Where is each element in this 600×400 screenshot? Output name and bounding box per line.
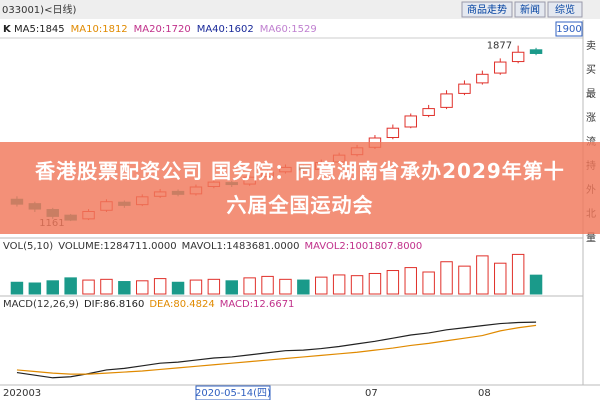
volume-bar [368, 272, 382, 295]
x-label: 202003 [3, 388, 41, 399]
headline-banner: 香港股票配资公司 国务院：同意湖南省承办2029年第十六届全国运动会 [0, 142, 600, 234]
ma-legend: MA5:1845 [14, 24, 65, 35]
tab-label[interactable]: 新闻 [520, 3, 540, 16]
volume-bar [64, 277, 77, 295]
side-label: 买 [586, 64, 596, 76]
macd-stat: DIF:86.8160 [84, 299, 144, 310]
price-box [555, 21, 583, 37]
volume-bar [350, 275, 364, 295]
tab-label[interactable]: 商品走势 [467, 3, 507, 16]
candle-body [422, 108, 435, 116]
candle-body [494, 61, 507, 74]
volume-bar [261, 275, 274, 295]
tab-label[interactable]: 综览 [555, 3, 575, 16]
candle-body [386, 127, 400, 139]
side-label: 最 [586, 88, 596, 100]
side-label: 卖 [586, 40, 596, 52]
volume-bar [46, 280, 59, 295]
macd-label: MACD(12,26,9) [3, 299, 79, 310]
macd-dif-line [16, 321, 537, 379]
price-box-label: 1900 [556, 24, 581, 35]
volume-bar [494, 262, 507, 295]
volume-bar [458, 265, 471, 295]
volume-bar [511, 253, 525, 295]
volume-bar [243, 277, 256, 295]
volume-bar [315, 276, 328, 295]
volume-bar [100, 278, 113, 295]
candle-body [529, 49, 543, 54]
volume-bar [153, 278, 167, 295]
candle-body [476, 73, 489, 84]
vol-label: VOL(5,10) [3, 241, 53, 252]
cursor-date-box [195, 385, 271, 400]
volume-bar [386, 270, 400, 295]
macd-stat: DEA:80.4824 [149, 299, 214, 310]
side-label: 量 [586, 232, 596, 244]
ma-legend: MA60:1529 [260, 24, 317, 35]
x-label: 2020-05-14(四) [195, 388, 271, 399]
window-title: 033001)<日线) [2, 3, 76, 16]
volume-bar [279, 278, 292, 295]
volume-bar [171, 281, 185, 295]
title-bar [0, 0, 600, 19]
tab[interactable] [514, 1, 546, 18]
volume-bar [404, 267, 417, 295]
volume-bar [118, 281, 131, 295]
volume-bar [10, 281, 24, 295]
tab[interactable] [547, 1, 583, 18]
volume-bar [297, 279, 310, 295]
volume-bar [422, 271, 435, 295]
candle-body [440, 93, 453, 108]
volume-bar [440, 261, 453, 295]
volume-bar [136, 280, 149, 295]
ma-legend: MA10:1812 [71, 24, 128, 35]
candle-body [404, 115, 417, 128]
volume-bar [225, 280, 238, 295]
macd-stat: MACD:12.6671 [220, 299, 295, 310]
x-label: 07 [365, 388, 378, 399]
vol-stat: VOLUME:1284711.0000 [58, 241, 176, 252]
side-label: 流 [586, 135, 596, 148]
vol-stat: MAVOL2:1001807.8000 [304, 241, 422, 252]
volume-bar [529, 274, 543, 295]
candle-body [511, 51, 525, 63]
vol-stat: MAVOL1:1483681.0000 [182, 241, 300, 252]
tab[interactable] [461, 1, 513, 18]
ma-legend: MA20:1720 [134, 24, 191, 35]
macd-dea-line [16, 324, 537, 375]
volume-bar [28, 282, 42, 295]
k-label: K [3, 24, 12, 35]
ma-legend: MA40:1602 [197, 24, 254, 35]
volume-bar [207, 278, 221, 295]
side-label: 涨 [586, 112, 596, 124]
candle-body [458, 83, 471, 94]
volume-bar [476, 255, 489, 295]
high-label: 1877 [487, 41, 512, 52]
volume-bar [82, 279, 95, 295]
volume-bar [332, 274, 346, 295]
x-label: 08 [478, 388, 491, 399]
volume-bar [189, 279, 203, 295]
